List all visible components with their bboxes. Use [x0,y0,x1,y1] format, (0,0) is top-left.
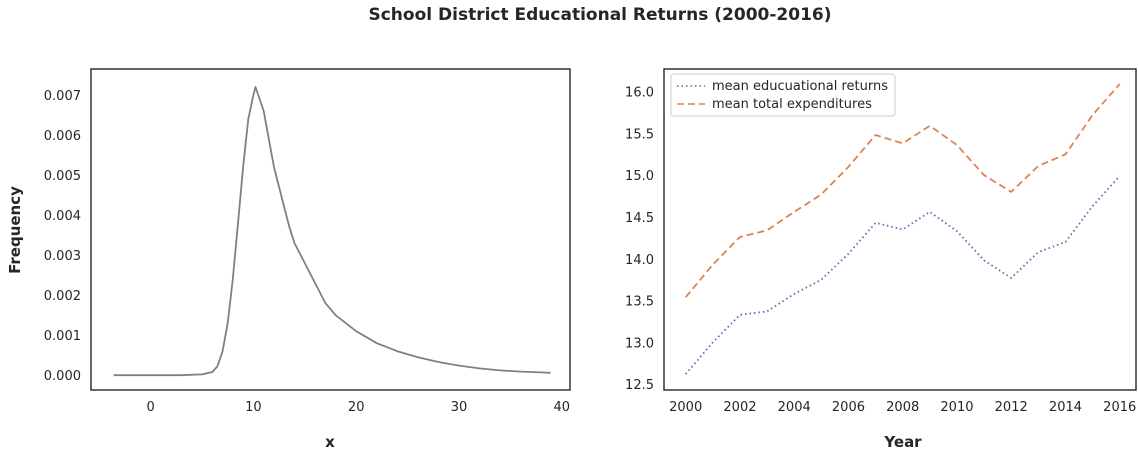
left-x-tick-label: 10 [245,400,262,415]
left-y-tick-label: 0.002 [44,289,81,304]
legend-label-returns: mean educuational returns [712,79,888,94]
right-x-tick-label: 2000 [669,400,702,415]
left-y-tick-label: 0.004 [44,209,81,224]
right-y-tick-label: 15.0 [625,169,654,184]
left-x-axis-label: x [325,433,335,451]
left-x-tick-label: 20 [348,400,365,415]
returns-line [685,175,1121,375]
frequency-line [113,86,551,377]
expenditures-line [685,83,1121,298]
right-axes-frame [663,68,1137,391]
figure-title: School District Educational Returns (200… [368,5,831,25]
left-y-tick-label: 0.003 [44,249,81,264]
left-y-tick-label: 0.001 [44,329,81,344]
right-x-axis-label: Year [883,433,922,451]
left-y-tick-label: 0.005 [44,169,81,184]
right-y-tick-label: 14.0 [625,253,654,268]
right-x-tick-label: 2012 [995,400,1028,415]
right-x-tick-label: 2008 [886,400,919,415]
right-y-tick-label: 14.5 [625,211,654,226]
legend: mean educuational returns mean total exp… [670,73,896,117]
left-axes-frame [90,68,571,391]
right-x-tick-label: 2010 [940,400,973,415]
left-y-tick-label: 0.007 [44,89,81,104]
left-x-tick-label: 0 [146,400,154,415]
right-x-tick-label: 2002 [723,400,756,415]
right-y-tick-label: 12.5 [625,378,654,393]
right-chart: 12.513.013.514.014.515.015.516.0 2000 200… [625,68,1137,451]
right-y-tick-label: 13.5 [625,295,654,310]
right-x-tick-label: 2016 [1103,400,1136,415]
right-x-tick-label: 2014 [1049,400,1082,415]
right-x-tick-label: 2006 [832,400,865,415]
right-series-group [685,83,1121,375]
legend-label-expenditures: mean total expenditures [712,97,872,112]
right-y-ticks: 12.5 13.0 13.5 14.0 14.5 15.0 15.5 16.0 [625,86,654,394]
right-y-tick-label: 15.5 [625,127,654,142]
left-chart: 0.000 0.001 0.002 0.003 0.004 0.005 0.006 0.007… [6,68,571,451]
left-x-ticks: 0 10 20 30 40 [146,400,570,415]
legend-box [670,73,896,117]
left-x-tick-label: 40 [554,400,571,415]
left-y-ticks: 0.000 0.001 0.002 0.003 0.004 0.005 0.006 0.007 [44,89,81,384]
right-y-tick-label: 16.0 [625,86,654,101]
right-x-tick-label: 2004 [778,400,811,415]
right-x-ticks: 2000 2002 2004 2006 2008 2010 2012 2014 2016 [669,400,1136,415]
left-x-tick-label: 30 [451,400,468,415]
left-y-tick-label: 0.006 [44,129,81,144]
left-y-tick-label: 0.000 [44,369,81,384]
right-y-tick-label: 13.0 [625,336,654,351]
left-series-group [113,86,551,377]
left-y-axis-label: Frequency [6,186,24,274]
